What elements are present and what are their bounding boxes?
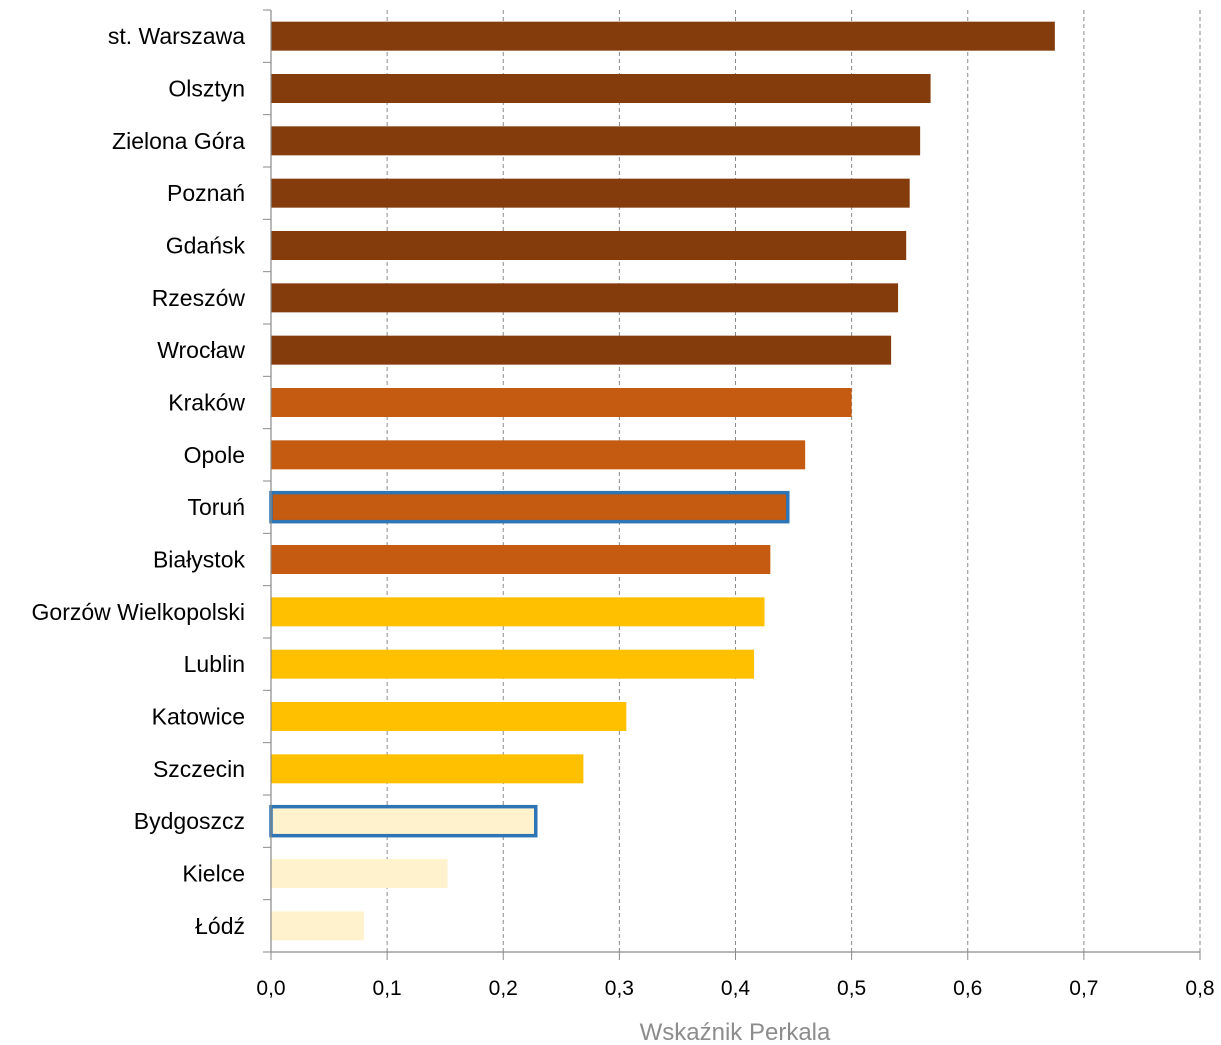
x-tick-label: 0,1	[373, 977, 402, 1000]
category-label: Toruń	[187, 494, 245, 520]
bar	[271, 283, 899, 313]
x-tick-label: 0,2	[489, 977, 518, 1000]
bar	[271, 178, 910, 208]
x-tick-label: 0,5	[837, 977, 866, 1000]
category-label: Katowice	[152, 704, 245, 730]
bar	[271, 597, 765, 627]
bar	[271, 911, 364, 941]
category-label: Zielona Góra	[112, 128, 245, 154]
category-label: Łódź	[195, 913, 245, 939]
category-label: Szczecin	[153, 756, 245, 782]
category-label: Wrocław	[157, 337, 245, 363]
x-tick-label: 0,0	[256, 977, 285, 1000]
bar	[271, 231, 907, 260]
bar-highlighted	[269, 490, 790, 524]
x-tick-label: 0,3	[605, 977, 634, 1000]
x-tick-label: 0,4	[721, 977, 751, 1000]
bar	[271, 545, 771, 574]
category-label: st. Warszawa	[108, 23, 245, 49]
category-label: Gdańsk	[166, 233, 246, 259]
bar	[271, 859, 448, 888]
category-label: Lublin	[184, 651, 245, 677]
x-tick-labels: 0,0 0,1 0,2 0,3 0,4 0,5 0,6 0,7 0,8	[256, 977, 1214, 1000]
category-label: Kraków	[168, 390, 245, 416]
category-label: Poznań	[167, 180, 245, 206]
x-axis-title: Wskaźnik Perkala	[640, 1019, 831, 1045]
bar	[271, 702, 627, 731]
bar	[271, 335, 892, 365]
bar	[271, 388, 852, 417]
category-label: Kielce	[182, 861, 245, 887]
category-label: Rzeszów	[152, 285, 246, 311]
category-label: Białystok	[153, 547, 246, 573]
x-tick-label: 0,6	[953, 977, 982, 1000]
bars	[269, 21, 1055, 941]
category-label: Olsztyn	[168, 76, 245, 102]
x-tick-label: 0,8	[1185, 977, 1214, 1000]
bar	[271, 21, 1055, 51]
x-tick-label: 0,7	[1069, 977, 1098, 1000]
bar	[271, 126, 921, 156]
category-labels: st. Warszawa Olsztyn Zielona Góra Poznań Gda…	[32, 23, 246, 939]
bar	[271, 649, 755, 679]
bar-highlighted	[269, 804, 538, 838]
category-label: Bydgoszcz	[134, 808, 245, 834]
bar	[271, 754, 584, 784]
category-label: Opole	[184, 442, 245, 468]
bar	[271, 440, 806, 470]
category-label: Gorzów Wielkopolski	[32, 599, 245, 625]
axes	[263, 9, 1201, 960]
bar	[271, 74, 931, 103]
gridlines	[386, 10, 1201, 952]
